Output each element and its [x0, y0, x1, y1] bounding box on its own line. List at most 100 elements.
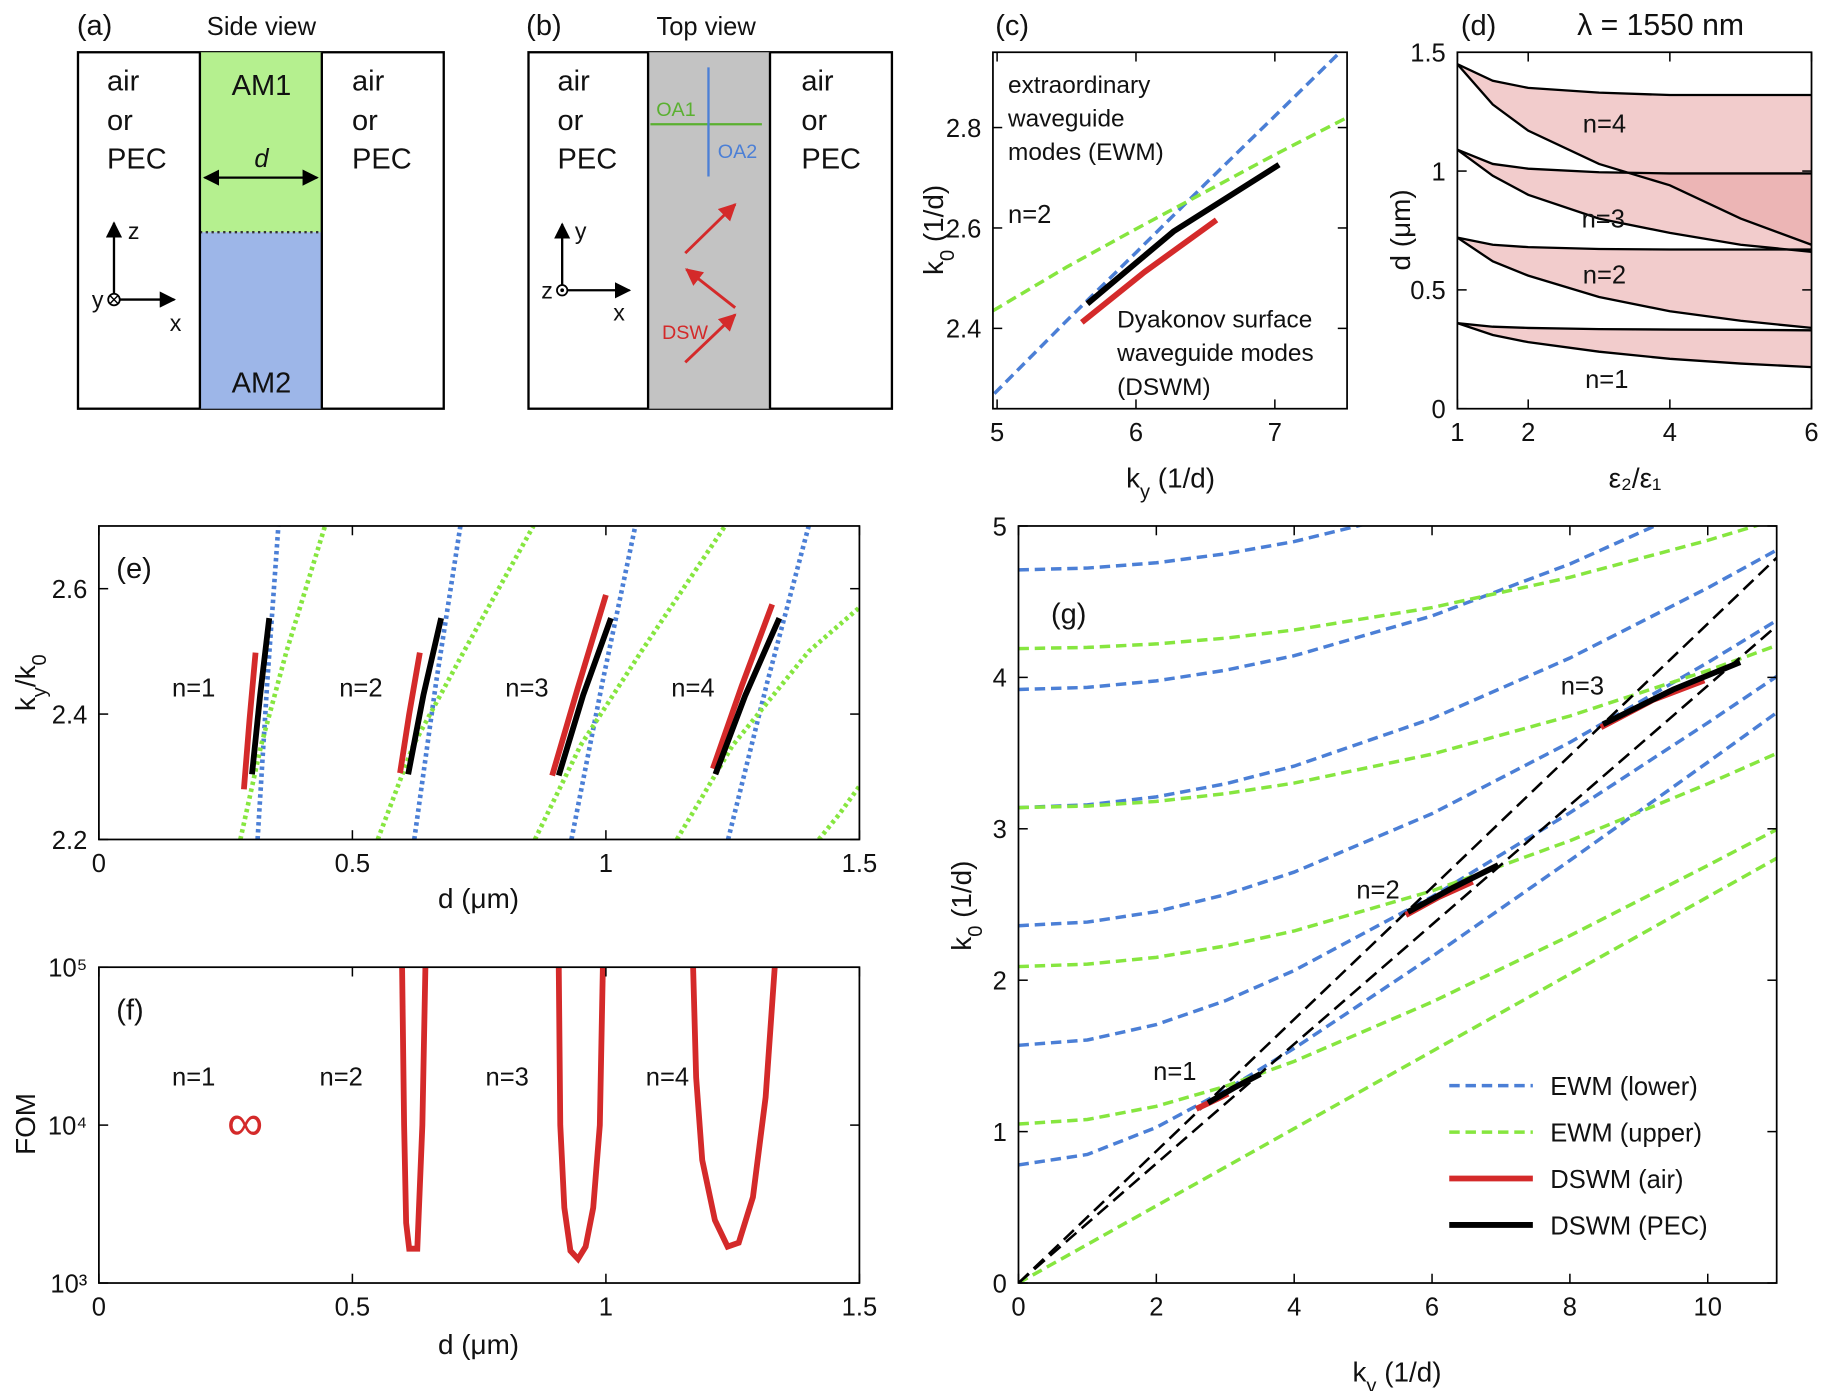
curve [1018, 525, 1659, 692]
band-edge [1457, 63, 1812, 246]
y-tick-label: 1.5 [1410, 40, 1446, 68]
annotation: (DSWM) [1117, 374, 1210, 401]
x-tick-label: 2 [1521, 419, 1535, 447]
x-tick-label: 0 [92, 850, 106, 878]
y-tick-label: 4 [993, 665, 1007, 693]
y-axis-label-part: k [918, 261, 949, 275]
annotation: n=1 [172, 675, 215, 703]
annotation: n=2 [1008, 201, 1051, 229]
x-tick-label: 7 [1268, 419, 1282, 447]
legend-label: DSWM (PEC) [1550, 1212, 1707, 1240]
x-tick-label: 4 [1663, 419, 1677, 447]
axes-bg [1018, 525, 1777, 1284]
x-tick-label: 0 [1011, 1294, 1025, 1322]
band-label: n=2 [1583, 261, 1626, 289]
x-tick-label: 6 [1129, 419, 1143, 447]
y-axis-label-part: k [10, 697, 41, 711]
curve [674, 605, 860, 840]
curve [397, 652, 423, 774]
medium-text: PEC [558, 143, 618, 175]
y-axis-label: d (μm) [1385, 189, 1416, 270]
curve [1018, 643, 1777, 810]
y-tick-label: 0.5 [1410, 277, 1446, 305]
y-axis-label: k0 (1/d) [918, 185, 959, 275]
band-label: n=4 [1583, 110, 1626, 138]
y-axis-label-part: k [946, 937, 977, 951]
band-edge [1457, 63, 1812, 97]
medium-text: PEC [352, 143, 412, 175]
layer-text: AM2 [232, 367, 292, 399]
x-axis-label: d (μm) [438, 1329, 519, 1360]
axes-frame [1456, 51, 1813, 410]
y-axis-label-part: 0 [29, 654, 51, 665]
curve [405, 617, 444, 775]
medium-text: air [558, 66, 591, 98]
medium-text: air [352, 66, 385, 98]
panel-label: (f) [116, 994, 143, 1026]
y-tick-label: 0 [1432, 396, 1446, 424]
x-axis-label: d (μm) [438, 883, 519, 914]
band-edge [1457, 322, 1812, 369]
axis-name: z [128, 218, 140, 244]
curve [1601, 659, 1742, 727]
x-tick-label: 1.5 [842, 850, 878, 878]
legend-label: EWM (lower) [1550, 1073, 1698, 1101]
curve [555, 967, 606, 1264]
x-axis-label: ky (1/d) [1353, 1357, 1442, 1391]
panel-a: (a) Side view air or PEC air or PEC AM1 … [77, 10, 445, 410]
annotation: waveguide modes [1116, 340, 1313, 367]
y-axis-label-part: y [29, 687, 51, 697]
medium-text: or [352, 105, 378, 137]
x-axis-label-part: (1/d) [1376, 1357, 1441, 1388]
band-fill [1457, 323, 1812, 368]
x-tick-label: 10 [1694, 1294, 1722, 1322]
panel-title: Top view [656, 13, 756, 41]
panel-label: (a) [77, 10, 112, 42]
axis-into-cross [109, 295, 119, 305]
panel-label: (c) [995, 10, 1029, 42]
medium-text: or [558, 105, 584, 137]
annotation: n=3 [486, 1064, 529, 1092]
band-edge [1457, 236, 1812, 330]
curve [1018, 856, 1777, 1284]
x-tick-label: 1 [599, 850, 613, 878]
chart-title: λ = 1550 nm [1577, 9, 1744, 42]
y-tick-label: 2.8 [946, 115, 982, 143]
x-axis-label-part: y [1366, 1376, 1376, 1391]
axes-bg [98, 967, 860, 1284]
curve [1018, 556, 1777, 1284]
x-tick-label: 6 [1804, 419, 1818, 447]
x-tick-label: 4 [1287, 1294, 1301, 1322]
medium-text: air [107, 66, 140, 98]
layer-am2 [199, 232, 322, 409]
panel-title: Side view [207, 13, 317, 41]
y-tick-label: 2 [993, 967, 1007, 995]
x-tick-label: 1 [599, 1294, 613, 1322]
optic-axis-text: OA1 [656, 99, 695, 121]
medium-text: PEC [801, 143, 861, 175]
y-tick-label: 2.4 [946, 316, 982, 344]
x-tick-label: 8 [1563, 1294, 1577, 1322]
band-label: n=3 [1582, 206, 1625, 234]
y-tick-label: 0 [993, 1270, 1007, 1298]
curve [1018, 525, 1762, 651]
legend-label: EWM (upper) [1550, 1119, 1702, 1147]
y-tick-label: 2.4 [52, 701, 88, 729]
x-axis-label: ε₂/ε₁ [1609, 463, 1662, 494]
x-axis-label-part: k [1353, 1357, 1367, 1388]
plot-area [1457, 63, 1812, 369]
axis-name: y [575, 218, 587, 244]
curve [1018, 618, 1777, 928]
x-tick-label: 6 [1425, 1294, 1439, 1322]
y-tick-label: 2.2 [52, 827, 88, 855]
annotation: n=2 [339, 675, 382, 703]
x-axis-label-part: k [1126, 463, 1140, 494]
curve [690, 967, 778, 1251]
x-tick-label: 5 [990, 419, 1004, 447]
plot-area [399, 967, 778, 1264]
y-axis-label: FOM [10, 1093, 41, 1155]
annotation: modes (EWM) [1008, 139, 1164, 166]
y-axis-label: ky/k0 [10, 654, 51, 711]
band-edge [1457, 148, 1812, 254]
